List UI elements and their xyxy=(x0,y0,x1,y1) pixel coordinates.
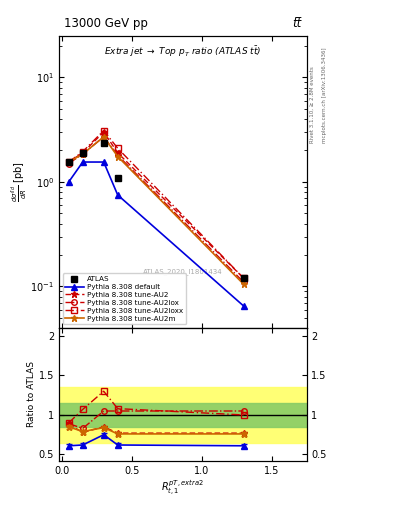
Line: Pythia 8.308 tune-AU2loxx: Pythia 8.308 tune-AU2loxx xyxy=(66,128,246,281)
Pythia 8.308 tune-AU2loxx xyxy=(101,127,106,134)
Pythia 8.308 default xyxy=(66,179,71,185)
Text: mcplots.cern.ch [arXiv:1306.3436]: mcplots.cern.ch [arXiv:1306.3436] xyxy=(322,48,327,143)
Pythia 8.308 default xyxy=(81,159,85,165)
Pythia 8.308 tune-AU2lox xyxy=(66,160,71,166)
Line: Pythia 8.308 tune-AU2lox: Pythia 8.308 tune-AU2lox xyxy=(66,134,246,285)
Pythia 8.308 default xyxy=(241,303,246,309)
Y-axis label: $\frac{d\sigma^{fid}}{dR}$ [pb]: $\frac{d\sigma^{fid}}{dR}$ [pb] xyxy=(9,161,29,202)
Pythia 8.308 tune-AU2m xyxy=(81,151,85,157)
Pythia 8.308 tune-AU2m xyxy=(66,159,71,165)
Pythia 8.308 tune-AU2lox xyxy=(81,151,85,157)
ATLAS xyxy=(81,150,85,156)
Pythia 8.308 tune-AU2lox xyxy=(115,152,120,158)
Pythia 8.308 tune-AU2m xyxy=(115,154,120,160)
Pythia 8.308 tune-AU2loxx xyxy=(81,148,85,155)
Pythia 8.308 tune-AU2 xyxy=(241,275,246,281)
Pythia 8.308 tune-AU2loxx xyxy=(241,275,246,281)
Pythia 8.308 tune-AU2lox xyxy=(241,279,246,285)
Pythia 8.308 tune-AU2m xyxy=(241,281,246,287)
Text: tt̅: tt̅ xyxy=(292,17,301,30)
Bar xyxy=(59,387,307,442)
Pythia 8.308 tune-AU2 xyxy=(81,150,85,156)
Pythia 8.308 tune-AU2loxx xyxy=(66,159,71,165)
Line: Pythia 8.308 tune-AU2: Pythia 8.308 tune-AU2 xyxy=(65,129,247,282)
ATLAS xyxy=(115,175,120,181)
Bar xyxy=(59,403,307,427)
Pythia 8.308 tune-AU2 xyxy=(115,150,120,156)
Text: 13000 GeV pp: 13000 GeV pp xyxy=(64,17,148,30)
Pythia 8.308 tune-AU2loxx xyxy=(115,145,120,152)
Pythia 8.308 tune-AU2m xyxy=(101,134,106,140)
Legend: ATLAS, Pythia 8.308 default, Pythia 8.308 tune-AU2, Pythia 8.308 tune-AU2lox, Py: ATLAS, Pythia 8.308 default, Pythia 8.30… xyxy=(62,273,186,325)
Line: Pythia 8.308 default: Pythia 8.308 default xyxy=(66,159,246,309)
Pythia 8.308 tune-AU2 xyxy=(66,159,71,165)
Pythia 8.308 default xyxy=(101,159,106,165)
ATLAS xyxy=(66,159,71,165)
Pythia 8.308 tune-AU2lox xyxy=(101,134,106,140)
Y-axis label: Ratio to ATLAS: Ratio to ATLAS xyxy=(27,361,36,428)
Pythia 8.308 tune-AU2 xyxy=(101,129,106,135)
Text: Extra jet $\rightarrow$ Top $p_T$ ratio (ATLAS t$\bar{t}$): Extra jet $\rightarrow$ Top $p_T$ ratio … xyxy=(104,45,261,59)
ATLAS xyxy=(241,275,246,281)
Line: ATLAS: ATLAS xyxy=(65,140,247,282)
X-axis label: $R_{t,1}^{pT,extra2}$: $R_{t,1}^{pT,extra2}$ xyxy=(161,478,204,498)
Text: ATLAS_2020_I1801434: ATLAS_2020_I1801434 xyxy=(143,269,222,275)
Pythia 8.308 default xyxy=(115,192,120,198)
Text: Rivet 3.1.10, ≥ 2.8M events: Rivet 3.1.10, ≥ 2.8M events xyxy=(310,67,315,143)
Line: Pythia 8.308 tune-AU2m: Pythia 8.308 tune-AU2m xyxy=(65,133,247,288)
ATLAS xyxy=(101,140,106,146)
